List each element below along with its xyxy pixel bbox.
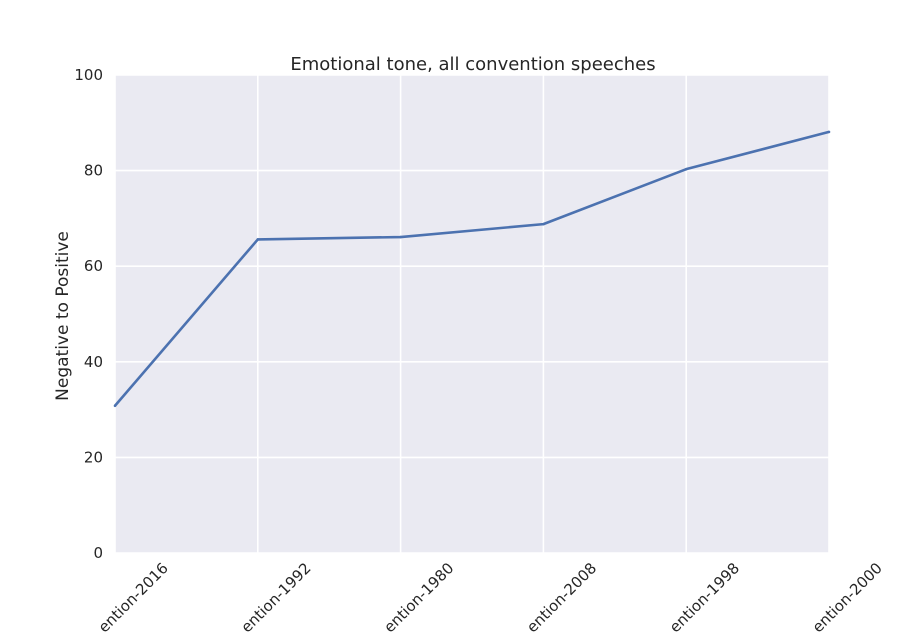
y-tick-label: 100 bbox=[74, 66, 103, 84]
x-tick-label: ention-1998 bbox=[666, 559, 743, 633]
y-tick-label: 60 bbox=[84, 257, 103, 275]
x-tick-label: ention-2008 bbox=[523, 559, 600, 633]
data-point bbox=[399, 235, 402, 239]
x-tick-label: ention-2000 bbox=[809, 559, 886, 633]
chart-title: Emotional tone, all convention speeches bbox=[290, 54, 655, 75]
data-point bbox=[542, 222, 545, 226]
x-tick-label: ention-1980 bbox=[380, 559, 457, 633]
y-tick-label: 40 bbox=[84, 353, 103, 371]
data-point bbox=[113, 404, 117, 408]
data-point bbox=[256, 238, 260, 241]
x-tick-labels: ention-2016 ention-1992 ention-1980 ention-… bbox=[95, 559, 886, 633]
data-point bbox=[827, 130, 831, 134]
plot-area bbox=[115, 75, 829, 553]
x-tick-label: ention-2016 bbox=[95, 559, 172, 633]
data-point bbox=[684, 167, 688, 171]
series-layer bbox=[113, 130, 831, 408]
series-line bbox=[114, 130, 830, 407]
y-tick-label: 20 bbox=[84, 448, 103, 466]
y-tick-label: 0 bbox=[93, 544, 103, 562]
y-tick-label: 80 bbox=[84, 162, 103, 180]
x-tick-label: ention-1992 bbox=[238, 559, 315, 633]
y-axis-label: Negative to Positive bbox=[53, 231, 73, 401]
y-tick-labels: 0 20 40 60 80 100 bbox=[74, 66, 103, 562]
